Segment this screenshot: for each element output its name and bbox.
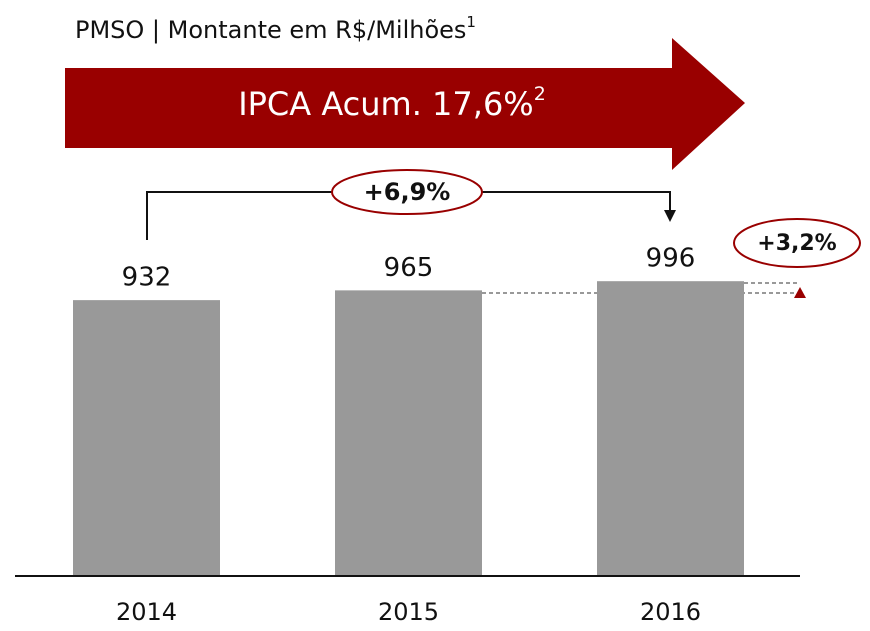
annotation: +3,2% xyxy=(757,231,836,256)
banner-note: 2 xyxy=(534,83,546,105)
bar xyxy=(335,290,482,576)
annotation-ellipse xyxy=(733,218,861,268)
banner: IPCA Acum. 17,6%2 xyxy=(238,83,546,124)
annotation-ellipse xyxy=(331,169,483,215)
banner-arrow xyxy=(65,38,745,170)
value-label: 965 xyxy=(384,253,434,283)
bar xyxy=(73,300,220,576)
banner-text: IPCA Acum. 17,6% xyxy=(238,85,534,123)
title-text: PMSO | Montante em R$/Milhões xyxy=(75,16,466,44)
value-label: 996 xyxy=(646,244,696,274)
bar xyxy=(597,281,744,576)
x-tick-label: 2016 xyxy=(640,598,701,626)
value-label: 932 xyxy=(122,263,172,293)
x-tick-label: 2015 xyxy=(378,598,439,626)
chart-title: PMSO | Montante em R$/Milhões1 xyxy=(75,13,476,45)
increase-marker xyxy=(794,287,806,298)
title-note: 1 xyxy=(466,13,476,31)
bracket-arrow xyxy=(664,210,676,222)
x-tick-label: 2014 xyxy=(116,598,177,626)
annotation: +6,9% xyxy=(364,178,451,206)
